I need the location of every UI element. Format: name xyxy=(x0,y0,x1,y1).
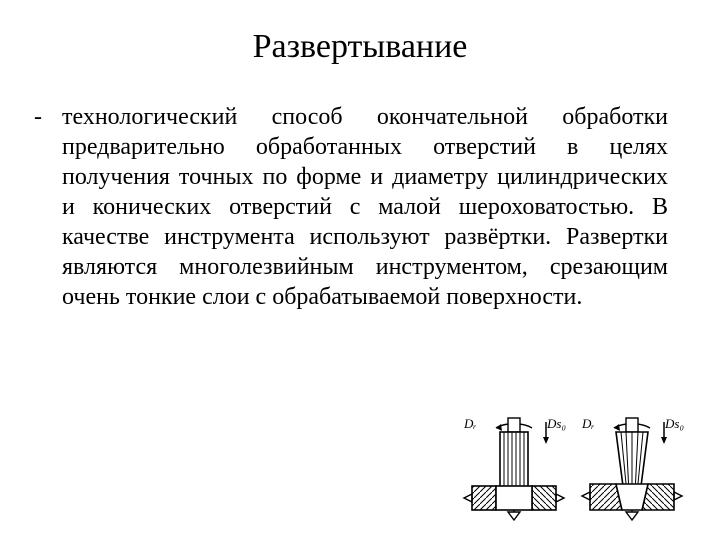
figure-area: Dᵣ Ds₀ xyxy=(462,414,684,524)
figure-left-label-dr: Dᵣ xyxy=(464,416,477,432)
figure-cylindrical: Dᵣ Ds₀ xyxy=(462,414,566,524)
figure-right-label-ds: Ds₀ xyxy=(665,416,684,432)
body-wrap: - технологический способ окончательной о… xyxy=(0,102,720,312)
slide-title: Развертывание xyxy=(0,28,720,66)
body-text: технологический способ окончательной обр… xyxy=(62,102,668,312)
figure-right-label-dr: Dᵣ xyxy=(582,416,595,432)
figure-left-label-ds: Ds₀ xyxy=(547,416,566,432)
bullet-dash: - xyxy=(30,102,62,132)
slide: Развертывание - технологический способ о… xyxy=(0,28,720,540)
bullet-row: - технологический способ окончательной о… xyxy=(30,102,668,312)
figure-conical: Dᵣ Ds₀ xyxy=(580,414,684,524)
